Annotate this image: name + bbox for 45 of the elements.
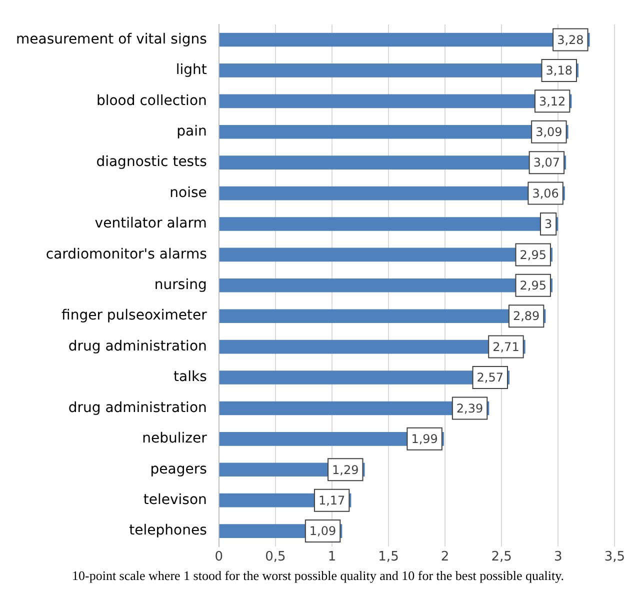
y-tick-label: televison	[143, 492, 207, 508]
y-tick-label: peagers	[150, 461, 207, 478]
data-label: 2,89	[512, 309, 540, 324]
y-tick-label: drug administration	[68, 400, 207, 416]
y-tick-label: pain	[176, 124, 207, 140]
data-label: 3	[544, 217, 552, 232]
x-tick-label: 1	[328, 550, 336, 565]
x-tick-label: 0	[214, 550, 224, 565]
data-label: 3,09	[536, 124, 562, 139]
data-label: 3,18	[546, 64, 572, 78]
data-label: 1,09	[309, 524, 336, 538]
data-label: 3,28	[557, 32, 584, 47]
x-tick-label: 0,5	[265, 550, 286, 565]
data-label: 3,12	[538, 94, 566, 108]
y-tick-label: finger pulseoximeter	[62, 308, 208, 324]
data-label: 2,95	[520, 278, 546, 293]
data-label: 1,17	[318, 493, 346, 508]
y-tick-label: blood collection	[96, 92, 207, 109]
x-tick-label: 2,5	[491, 550, 512, 565]
data-label: 2,57	[476, 370, 504, 385]
x-tick-label: 3,5	[604, 550, 626, 565]
x-tick-label: 1,5	[378, 550, 399, 565]
y-tick-label: measurement of vital signs	[16, 31, 207, 48]
y-tick-label: nebulizer	[142, 430, 208, 447]
data-label: 3,06	[532, 186, 559, 200]
y-tick-label: talks	[174, 369, 207, 386]
text: 10-point scale where 1 stood for the worst possible quality and 10 for the best possible quality.	[71, 568, 565, 584]
data-label: 2,71	[492, 340, 520, 354]
y-tick-label: ventilator alarm	[94, 216, 207, 232]
y-tick-label: diagnostic tests	[96, 154, 207, 170]
y-tick-label: light	[176, 62, 208, 78]
x-tick-label: 2	[440, 550, 450, 565]
y-tick-label: noise	[170, 184, 207, 201]
data-label: 2,39	[456, 401, 484, 416]
data-label: 1,29	[332, 462, 359, 477]
data-label: 3,07	[533, 156, 560, 170]
y-tick-label: drug administration	[68, 338, 207, 354]
y-tick-label: telephones	[129, 522, 207, 539]
y-tick-label: nursing	[154, 277, 207, 294]
data-label: 2,95	[520, 248, 546, 262]
bar	[219, 217, 558, 231]
x-tick-label: 3	[554, 550, 562, 565]
y-tick-label: cardiomonitor's alarms	[46, 246, 207, 262]
data-label: 1,99	[411, 432, 438, 446]
bar	[219, 278, 552, 292]
